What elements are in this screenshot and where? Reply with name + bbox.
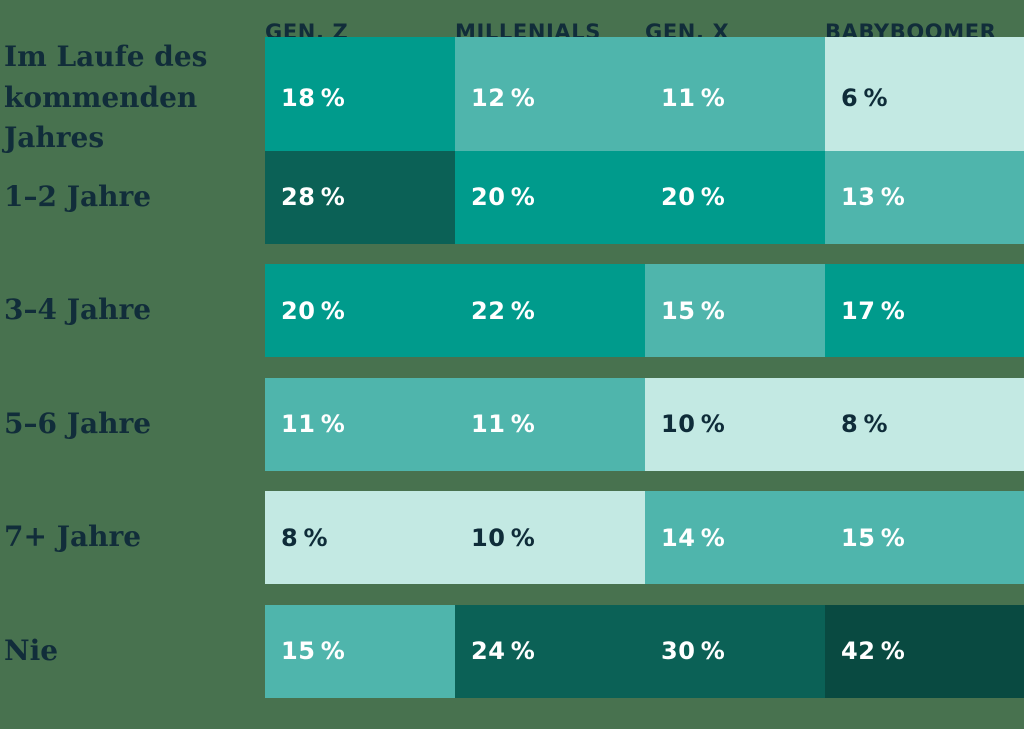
heatmap-cell: 8 % xyxy=(825,377,1024,471)
heatmap-row-nie: Nie 15 % 24 % 30 % 42 % xyxy=(0,604,1024,698)
heatmap-cell: 8 % xyxy=(265,491,455,584)
cell-value: 8 % xyxy=(281,523,329,552)
heatmap-cell: 12 % xyxy=(455,37,645,159)
cell-value: 42 % xyxy=(841,637,906,665)
heatmap-cell: 30 % xyxy=(645,604,825,698)
cell-value: 10 % xyxy=(661,410,726,438)
row-label: Nie xyxy=(4,633,59,667)
heatmap-cell: 14 % xyxy=(645,491,825,584)
cell-value: 30 % xyxy=(661,637,726,665)
cell-value: 12 % xyxy=(471,83,536,112)
heatmap-cell: 24 % xyxy=(455,604,645,698)
cell-value: 13 % xyxy=(841,183,906,211)
heatmap-cell: 13 % xyxy=(825,150,1024,244)
heatmap-cell: 22 % xyxy=(455,264,645,357)
heatmap-cell: 42 % xyxy=(825,604,1024,698)
cell-value: 20 % xyxy=(281,296,346,325)
cell-value: 15 % xyxy=(841,523,906,552)
cell-value: 15 % xyxy=(281,637,346,665)
heatmap-cell: 6 % xyxy=(825,37,1024,159)
heatmap-cell: 20 % xyxy=(455,150,645,244)
heatmap-cell: 11 % xyxy=(645,37,825,159)
heatmap-cell: 20 % xyxy=(645,150,825,244)
cell-value: 20 % xyxy=(661,183,726,211)
row-label: 1–2 Jahre xyxy=(4,179,152,213)
cell-value: 18 % xyxy=(281,83,346,112)
heatmap-cell: 17 % xyxy=(825,264,1024,357)
cell-value: 15 % xyxy=(661,296,726,325)
heatmap-cell: 15 % xyxy=(265,604,455,698)
cell-value: 8 % xyxy=(841,410,889,438)
heatmap-row-1-2-jahre: 1–2 Jahre 28 % 20 % 20 % 13 % xyxy=(0,150,1024,244)
heatmap-cell: 11 % xyxy=(455,377,645,471)
heatmap-cell: 28 % xyxy=(265,150,455,244)
heatmap-cell: 10 % xyxy=(645,377,825,471)
heatmap-row-5-6-jahre: 5–6 Jahre 11 % 11 % 10 % 8 % xyxy=(0,377,1024,471)
heatmap-row-7-plus-jahre: 7+ Jahre 8 % 10 % 14 % 15 % xyxy=(0,491,1024,584)
cell-value: 11 % xyxy=(281,410,346,438)
column-header-row: GEN. Z MILLENIALS GEN. X BABYBOOMER xyxy=(0,0,1024,44)
cell-value: 24 % xyxy=(471,637,536,665)
heatmap-row-3-4-jahre: 3–4 Jahre 20 % 22 % 15 % 17 % xyxy=(0,264,1024,357)
heatmap-row-kommendes-jahr: Im Laufe des kommenden Jahres 18 % 12 % … xyxy=(0,37,1024,159)
row-label: Im Laufe des kommenden Jahres xyxy=(4,40,208,155)
cell-value: 22 % xyxy=(471,296,536,325)
cell-value: 20 % xyxy=(471,183,536,211)
cell-value: 10 % xyxy=(471,523,536,552)
heatmap-cell: 11 % xyxy=(265,377,455,471)
row-label: 5–6 Jahre xyxy=(4,406,152,440)
heatmap-cell: 20 % xyxy=(265,264,455,357)
heatmap-cell: 10 % xyxy=(455,491,645,584)
heatmap-cell: 18 % xyxy=(265,37,455,159)
cell-value: 17 % xyxy=(841,296,906,325)
cell-value: 28 % xyxy=(281,183,346,211)
row-label: 3–4 Jahre xyxy=(4,293,152,327)
cell-value: 6 % xyxy=(841,83,889,112)
cell-value: 11 % xyxy=(661,83,726,112)
heatmap-cell: 15 % xyxy=(645,264,825,357)
heatmap-cell: 15 % xyxy=(825,491,1024,584)
row-label: 7+ Jahre xyxy=(4,520,142,554)
cell-value: 14 % xyxy=(661,523,726,552)
cell-value: 11 % xyxy=(471,410,536,438)
